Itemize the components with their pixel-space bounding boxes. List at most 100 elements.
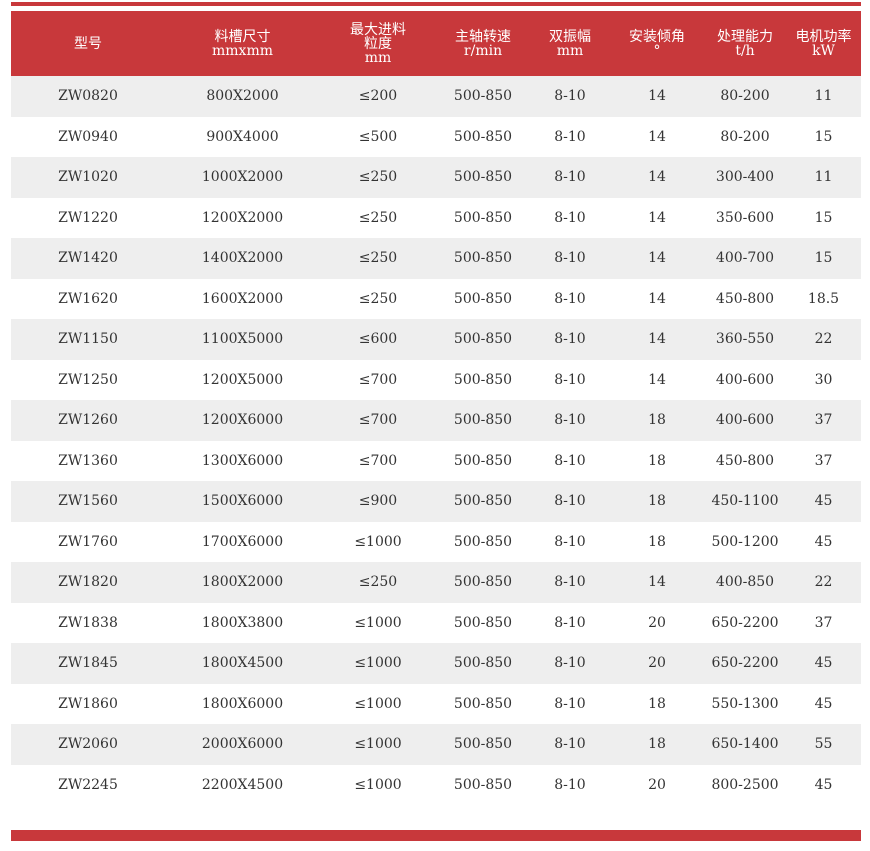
table-row: ZW1420 1400X2000 ≤250 500-850 8-10 14 400-700 1… <box>11 238 861 279</box>
table-cell: 1200X2000 <box>201 209 284 226</box>
table-cell: 300-400 <box>704 157 786 198</box>
table-cell: 8-10 <box>530 238 610 279</box>
table-cell: 500-850 <box>453 614 513 631</box>
header-row: 型号 料槽尺寸 mmxmm 最大进料 粒度 mm 主轴转速 r/min 双振幅 mm 安装… <box>11 11 861 76</box>
table-row: ZW1220 1200X2000 ≤250 500-850 8-10 14 350-600 1… <box>11 198 861 239</box>
table-cell: 18 <box>610 724 704 765</box>
table-row: ZW1020 1000X2000 ≤250 500-850 8-10 14 300-400 1… <box>11 157 861 198</box>
table-cell: 15 <box>814 209 833 226</box>
table-cell: 8-10 <box>530 481 610 522</box>
table-cell: ≤1000 <box>354 776 402 793</box>
table-cell: ≤250 <box>320 562 436 603</box>
table-cell: 1300X6000 <box>201 452 284 469</box>
table-cell: 500-850 <box>436 643 530 684</box>
table-cell: 18.5 <box>807 290 840 307</box>
table-cell: 14 <box>648 290 666 307</box>
table-cell: 800-2500 <box>711 776 779 793</box>
table-cell: 20 <box>610 643 704 684</box>
table-cell: ≤250 <box>320 157 436 198</box>
column-header: 电机功率 kW <box>786 11 861 76</box>
table-cell: 500-850 <box>436 319 530 360</box>
table-cell: 11 <box>786 76 861 117</box>
table-cell: 8-10 <box>530 157 610 198</box>
table-cell: ≤250 <box>358 290 398 307</box>
column-header: 安装倾角 ° <box>610 11 704 76</box>
table-cell: 45 <box>786 643 861 684</box>
table-cell: 1100X5000 <box>165 319 320 360</box>
table-cell: 450-1100 <box>704 481 786 522</box>
table-row: ZW1620 1600X2000 ≤250 500-850 8-10 14 450-800 1… <box>11 279 861 320</box>
table-row: ZW1845 1800X4500 ≤1000 500-850 8-10 20 650-220… <box>11 643 861 684</box>
table-cell: 37 <box>814 452 833 469</box>
table-cell: 1800X4500 <box>165 643 320 684</box>
table-cell: 8-10 <box>530 724 610 765</box>
table-cell: ≤1000 <box>354 614 402 631</box>
table-cell: ≤700 <box>320 400 436 441</box>
table-cell: ZW1220 <box>58 209 118 226</box>
table-cell: 500-850 <box>453 452 513 469</box>
table-cell: 500-850 <box>436 724 530 765</box>
table-cell: ≤700 <box>358 371 398 388</box>
table-cell: 650-2200 <box>711 614 779 631</box>
table-cell: 15 <box>786 238 861 279</box>
table-cell: 22 <box>786 562 861 603</box>
table-cell: 8-10 <box>554 614 586 631</box>
table-cell: ZW1620 <box>58 290 118 307</box>
table-cell: 500-850 <box>436 400 530 441</box>
table-cell: 1500X6000 <box>165 481 320 522</box>
table-cell: 14 <box>648 371 666 388</box>
table-cell: 1800X3800 <box>201 614 284 631</box>
column-header: 主轴转速 r/min <box>436 11 530 76</box>
table-cell: ≤500 <box>358 128 398 145</box>
table-cell: 11 <box>786 157 861 198</box>
table-cell: ZW1020 <box>11 157 165 198</box>
table-cell: ≤1000 <box>320 724 436 765</box>
table-cell: 37 <box>786 400 861 441</box>
table-cell: 18 <box>648 452 666 469</box>
table-cell: ZW2245 <box>58 776 118 793</box>
table-cell: 500-850 <box>453 695 513 712</box>
table-cell: 1200X5000 <box>201 371 284 388</box>
table-cell: 500-850 <box>453 209 513 226</box>
table-cell: 650-2200 <box>704 643 786 684</box>
table-cell: ≤700 <box>358 452 398 469</box>
table-cell: ≤1000 <box>320 643 436 684</box>
table-cell: ZW1560 <box>11 481 165 522</box>
table-cell: 1400X2000 <box>165 238 320 279</box>
table-cell: 45 <box>814 776 833 793</box>
table-cell: 500-1200 <box>711 533 779 550</box>
table-cell: 500-850 <box>436 76 530 117</box>
table-cell: 650-1400 <box>704 724 786 765</box>
table-cell: ≤600 <box>320 319 436 360</box>
table-cell: 800X2000 <box>165 76 320 117</box>
table-cell: 8-10 <box>554 209 586 226</box>
table-cell: 8-10 <box>554 533 586 550</box>
table-cell: ≤900 <box>320 481 436 522</box>
column-header: 料槽尺寸 mmxmm <box>165 11 320 76</box>
table-cell: 14 <box>648 209 666 226</box>
table-cell: 500-850 <box>436 238 530 279</box>
table-row: ZW1820 1800X2000 ≤250 500-850 8-10 14 400-850 2… <box>11 562 861 603</box>
table-cell: 400-600 <box>715 371 775 388</box>
table-cell: 1600X2000 <box>201 290 284 307</box>
table-cell: ZW1260 <box>11 400 165 441</box>
table-cell: 1000X2000 <box>165 157 320 198</box>
table-cell: 8-10 <box>530 76 610 117</box>
table-cell: 400-700 <box>704 238 786 279</box>
table-cell: 500-850 <box>436 157 530 198</box>
table-cell: 400-850 <box>704 562 786 603</box>
table-cell: ZW1845 <box>11 643 165 684</box>
table-cell: 8-10 <box>530 319 610 360</box>
table-row: ZW0820 800X2000 ≤200 500-850 8-10 14 80-200 11 <box>11 76 861 117</box>
table-cell: 500-850 <box>436 481 530 522</box>
table-cell: 45 <box>814 695 833 712</box>
table-row: ZW2060 2000X6000 ≤1000 500-850 8-10 18 650-140… <box>11 724 861 765</box>
table-row: ZW1560 1500X6000 ≤900 500-850 8-10 18 450-1100… <box>11 481 861 522</box>
table-cell: 30 <box>814 371 833 388</box>
top-rule <box>11 2 861 6</box>
table-cell: 14 <box>610 319 704 360</box>
table-cell: 55 <box>786 724 861 765</box>
table-cell: 1800X2000 <box>165 562 320 603</box>
table-cell: 80-200 <box>720 128 770 145</box>
table-cell: 500-850 <box>453 371 513 388</box>
